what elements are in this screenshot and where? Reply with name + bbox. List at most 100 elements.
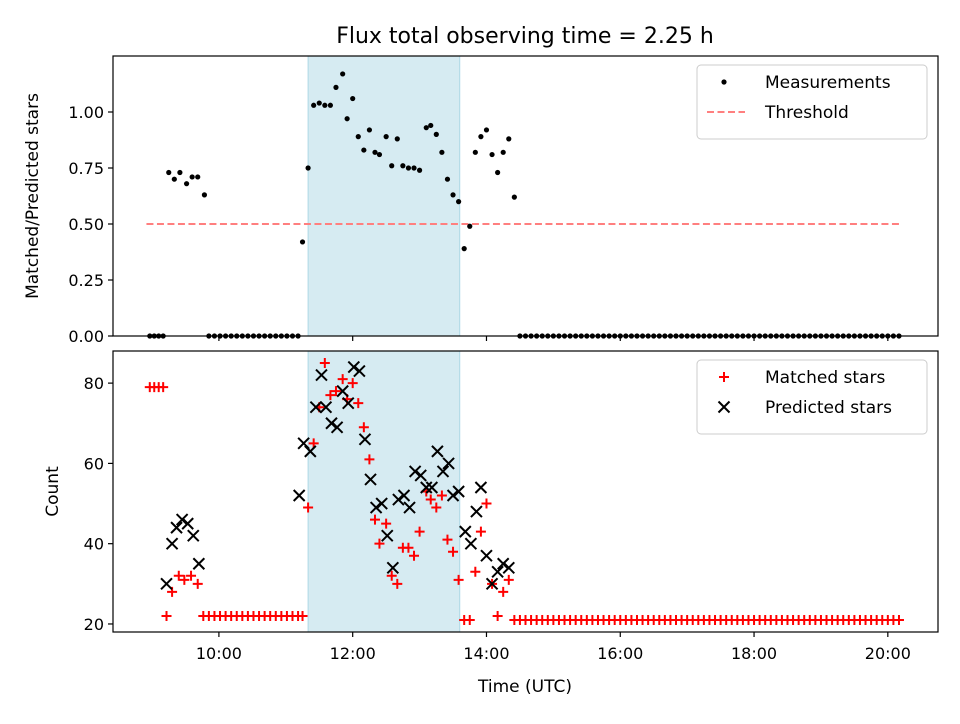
data-point	[337, 374, 348, 385]
data-point	[420, 481, 433, 494]
data-point	[374, 538, 385, 549]
data-point	[442, 534, 453, 545]
data-point	[319, 358, 330, 369]
y-tick-label: 60	[84, 454, 104, 473]
data-point	[467, 223, 473, 229]
data-point	[495, 169, 501, 176]
data-point	[416, 167, 423, 173]
subplots: 0.00 0.25 0.50 0.75 1.00 Matched/Predicted st…	[23, 55, 939, 663]
data-point	[192, 578, 203, 589]
data-point	[431, 445, 444, 458]
data-point	[183, 181, 190, 187]
shaded-interval	[307, 55, 461, 337]
data-point	[403, 542, 414, 553]
data-point	[304, 445, 317, 458]
data-point	[322, 102, 328, 108]
data-point	[369, 514, 380, 525]
data-point	[177, 169, 183, 176]
data-point	[347, 360, 361, 374]
data-point	[489, 151, 495, 158]
data-point	[181, 517, 194, 530]
x-tick-label: 10:00	[196, 644, 242, 663]
series-matched-stars	[144, 358, 904, 625]
data-point	[446, 489, 460, 502]
data-point	[336, 384, 349, 398]
x-tick-label: 18:00	[731, 644, 777, 663]
data-point	[299, 239, 306, 245]
data-point	[189, 174, 195, 180]
legend-marker	[717, 400, 731, 414]
data-point	[364, 454, 375, 465]
data-point	[315, 368, 328, 382]
data-point	[448, 546, 459, 557]
data-point	[480, 549, 493, 562]
y-tick-label: 0.25	[68, 271, 104, 290]
plot-frame	[112, 350, 939, 633]
data-point	[433, 131, 439, 137]
data-point	[173, 570, 184, 581]
data-point	[292, 489, 306, 502]
data-point	[392, 578, 403, 589]
data-point	[425, 481, 439, 494]
data-point	[496, 557, 510, 570]
data-point	[319, 400, 333, 414]
data-point	[439, 149, 445, 155]
subplot-2: 20 40 60 80 10:00 12:00 14:00 16:00 18:00 20:00 Co…	[43, 350, 939, 663]
data-point	[305, 165, 311, 171]
data-point	[201, 192, 208, 198]
legend: Measurements Threshold	[696, 64, 928, 140]
data-point	[165, 537, 179, 550]
legend-box	[696, 64, 928, 140]
data-point	[311, 102, 317, 108]
data-point	[170, 521, 183, 534]
legend: Matched stars Predicted stars	[696, 359, 928, 435]
data-point	[160, 577, 173, 591]
data-point	[350, 95, 356, 102]
data-point	[195, 174, 201, 180]
data-point	[358, 433, 372, 446]
data-point	[392, 493, 405, 506]
subplot-1: 0.00 0.25 0.50 0.75 1.00 Matched/Predicted st…	[23, 55, 939, 346]
legend-label: Threshold	[764, 103, 849, 123]
y-tick-label: 20	[84, 615, 104, 634]
data-point	[355, 134, 361, 140]
data-point	[369, 501, 383, 514]
data-point	[500, 149, 506, 155]
data-point	[187, 529, 200, 542]
data-point	[409, 550, 420, 561]
data-point	[502, 561, 515, 574]
data-point	[423, 125, 429, 131]
data-point	[459, 525, 472, 538]
data-point	[506, 136, 512, 142]
data-point	[376, 151, 383, 158]
data-point	[414, 526, 425, 537]
data-point	[344, 116, 350, 122]
data-point	[414, 469, 427, 482]
data-point	[456, 199, 462, 205]
data-point	[361, 147, 367, 153]
data-point	[431, 502, 442, 513]
data-point	[327, 102, 333, 108]
data-point	[342, 396, 355, 410]
series-predicted-stars	[160, 360, 515, 591]
data-point	[453, 574, 464, 585]
data-point	[353, 398, 364, 409]
legend-box	[696, 359, 928, 435]
y-tick-label: 0.50	[68, 215, 104, 234]
y-tick-label: 80	[84, 374, 104, 393]
y-tick-label: 40	[84, 535, 104, 554]
data-point	[408, 465, 422, 478]
data-point	[498, 586, 509, 597]
data-point	[436, 490, 447, 501]
data-point	[171, 176, 177, 182]
data-point	[481, 498, 492, 509]
legend-label: Predicted stars	[765, 398, 892, 418]
data-point	[503, 574, 514, 585]
y-axis-label: Count	[43, 466, 63, 517]
data-point	[475, 526, 486, 537]
data-point	[478, 134, 484, 140]
data-point	[333, 84, 339, 90]
data-point	[389, 163, 395, 169]
x-tick-label: 14:00	[463, 644, 509, 663]
